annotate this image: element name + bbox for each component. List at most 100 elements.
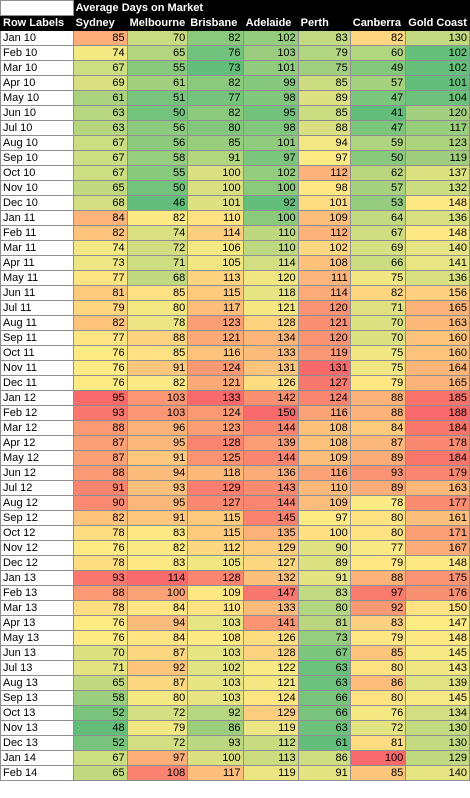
- value-cell: 89: [297, 90, 351, 106]
- value-cell: 129: [405, 750, 470, 766]
- value-cell: 119: [242, 765, 299, 781]
- row-label: Sep 10: [0, 150, 74, 166]
- value-cell: 82: [187, 105, 244, 121]
- value-cell: 92: [349, 600, 407, 616]
- value-cell: 129: [242, 540, 299, 556]
- row-label: Mar 10: [0, 60, 74, 76]
- value-cell: 49: [349, 60, 407, 76]
- row-label: Jul 12: [0, 480, 74, 496]
- table-row: Feb 11 82 74 114 110 112 67 148: [0, 225, 470, 241]
- value-cell: 47: [349, 120, 407, 136]
- value-cell: 84: [126, 600, 189, 616]
- value-cell: 76: [72, 375, 128, 391]
- table-row: Aug 12 90 95 127 144 109 78 177: [0, 495, 470, 511]
- value-cell: 131: [297, 360, 351, 376]
- value-cell: 89: [349, 480, 407, 496]
- value-cell: 88: [297, 120, 351, 136]
- row-label: Aug 10: [0, 135, 74, 151]
- value-cell: 48: [72, 720, 128, 736]
- value-cell: 101: [297, 195, 351, 211]
- row-label: Mar 11: [0, 240, 74, 256]
- value-cell: 164: [405, 360, 470, 376]
- value-cell: 95: [242, 105, 299, 121]
- value-cell: 133: [242, 600, 299, 616]
- value-cell: 175: [405, 570, 470, 586]
- value-cell: 139: [405, 675, 470, 691]
- value-cell: 114: [126, 570, 189, 586]
- row-label: Apr 13: [0, 615, 74, 631]
- value-cell: 80: [187, 120, 244, 136]
- value-cell: 90: [297, 540, 351, 556]
- value-cell: 76: [72, 360, 128, 376]
- value-cell: 93: [126, 480, 189, 496]
- value-cell: 78: [72, 525, 128, 541]
- value-cell: 60: [349, 45, 407, 61]
- value-cell: 50: [126, 180, 189, 196]
- value-cell: 71: [72, 660, 128, 676]
- value-cell: 82: [187, 75, 244, 91]
- row-label: Apr 12: [0, 435, 74, 451]
- value-cell: 67: [297, 645, 351, 661]
- row-label: Oct 13: [0, 705, 74, 721]
- row-label: Aug 11: [0, 315, 74, 331]
- value-cell: 150: [242, 405, 299, 421]
- table-row: Mar 10 67 55 73 101 75 49 102: [0, 60, 470, 76]
- value-cell: 76: [72, 615, 128, 631]
- value-cell: 83: [297, 585, 351, 601]
- value-cell: 129: [242, 705, 299, 721]
- value-cell: 80: [349, 525, 407, 541]
- value-cell: 91: [126, 450, 189, 466]
- value-cell: 188: [405, 405, 470, 421]
- value-cell: 134: [242, 330, 299, 346]
- table-row: Nov 10 65 50 100 100 98 57 132: [0, 180, 470, 196]
- value-cell: 85: [297, 105, 351, 121]
- table-row: May 11 77 68 113 120 111 75 136: [0, 270, 470, 286]
- value-cell: 145: [405, 645, 470, 661]
- value-cell: 90: [72, 495, 128, 511]
- row-label: Sep 11: [0, 330, 74, 346]
- value-cell: 110: [242, 240, 299, 256]
- value-cell: 87: [72, 450, 128, 466]
- value-cell: 55: [126, 60, 189, 76]
- value-cell: 184: [405, 420, 470, 436]
- value-cell: 63: [297, 720, 351, 736]
- value-cell: 101: [242, 60, 299, 76]
- value-cell: 73: [187, 60, 244, 76]
- value-cell: 124: [187, 360, 244, 376]
- value-cell: 74: [126, 225, 189, 241]
- value-cell: 116: [297, 465, 351, 481]
- value-cell: 125: [187, 450, 244, 466]
- row-label: Jun 10: [0, 105, 74, 121]
- table-row: Dec 11 76 82 121 126 127 79 165: [0, 375, 470, 391]
- value-cell: 83: [126, 525, 189, 541]
- table-row: May 12 87 91 125 144 109 89 184: [0, 450, 470, 466]
- row-label: Nov 13: [0, 720, 74, 736]
- value-cell: 108: [187, 630, 244, 646]
- value-cell: 109: [187, 585, 244, 601]
- value-cell: 103: [187, 675, 244, 691]
- value-cell: 74: [72, 45, 128, 61]
- value-cell: 103: [242, 45, 299, 61]
- value-cell: 69: [349, 240, 407, 256]
- value-cell: 57: [349, 180, 407, 196]
- value-cell: 63: [297, 675, 351, 691]
- value-cell: 163: [405, 315, 470, 331]
- table-row: Jan 14 67 97 100 113 86 100 129: [0, 750, 470, 766]
- row-label: Apr 10: [0, 75, 74, 91]
- value-cell: 136: [242, 465, 299, 481]
- value-cell: 75: [349, 360, 407, 376]
- value-cell: 79: [349, 375, 407, 391]
- value-cell: 91: [187, 150, 244, 166]
- row-label: Feb 11: [0, 225, 74, 241]
- value-cell: 118: [187, 465, 244, 481]
- value-cell: 67: [72, 750, 128, 766]
- value-cell: 72: [126, 735, 189, 751]
- value-cell: 70: [349, 330, 407, 346]
- value-cell: 123: [405, 135, 470, 151]
- value-cell: 56: [126, 135, 189, 151]
- value-cell: 121: [297, 315, 351, 331]
- value-cell: 80: [126, 300, 189, 316]
- value-cell: 91: [72, 480, 128, 496]
- value-cell: 78: [72, 600, 128, 616]
- column-header: Canberra: [349, 15, 407, 31]
